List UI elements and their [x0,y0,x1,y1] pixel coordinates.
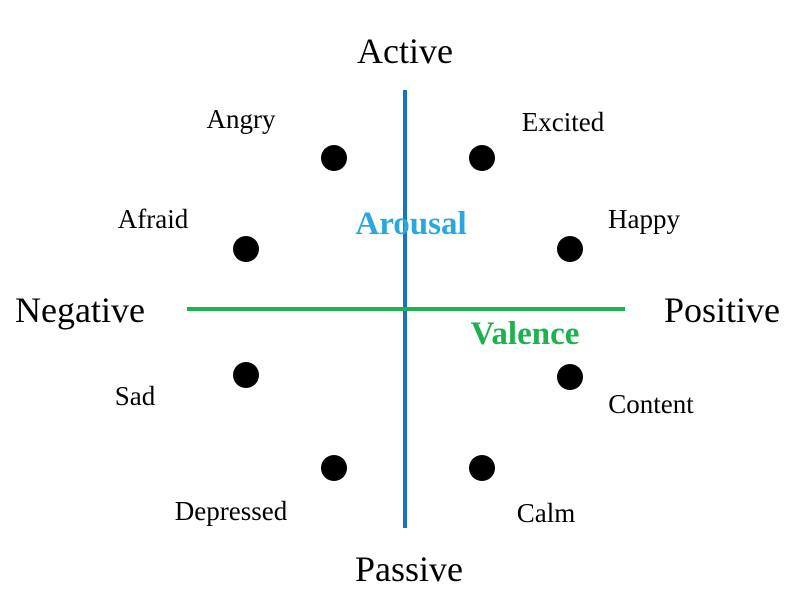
pole-label-passive: Passive [355,549,463,589]
emotion-dot-calm [469,455,495,481]
arousal-axis-label: Arousal [355,206,466,242]
emotion-label-sad: Sad [115,381,156,411]
emotion-label-excited: Excited [522,107,605,137]
emotion-dot-happy [557,236,583,262]
pole-label-negative: Negative [15,290,145,330]
emotion-dot-excited [469,145,495,171]
emotion-label-happy: Happy [608,204,680,234]
emotion-dot-content [557,364,583,390]
valence-axis-label: Valence [471,316,580,352]
pole-label-positive: Positive [664,290,780,330]
emotion-label-angry: Angry [207,104,276,134]
emotion-dot-afraid [233,236,259,262]
emotion-dot-depressed [321,455,347,481]
emotion-label-content: Content [608,389,694,419]
emotion-dot-angry [321,145,347,171]
emotion-label-afraid: Afraid [118,204,189,234]
pole-label-active: Active [357,31,453,71]
emotion-label-calm: Calm [517,498,576,528]
emotion-label-depressed: Depressed [175,496,288,526]
emotion-dot-sad [233,362,259,388]
